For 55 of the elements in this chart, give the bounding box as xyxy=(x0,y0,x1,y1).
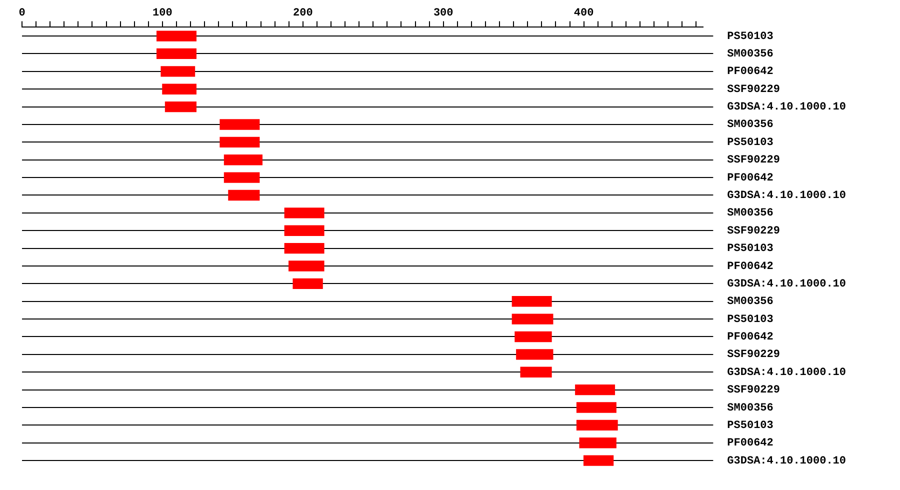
bar xyxy=(228,190,260,201)
bar xyxy=(220,136,260,148)
bar xyxy=(292,278,323,290)
bar xyxy=(160,66,196,77)
y-tick-label: G3DSA:4.10.1000.10 xyxy=(727,455,846,468)
bar xyxy=(162,84,196,94)
y-tick-label: PS50103 xyxy=(727,243,774,256)
bar xyxy=(520,366,552,378)
y-tick-label: PS50103 xyxy=(727,136,774,149)
bar xyxy=(575,384,616,396)
bar xyxy=(224,154,262,166)
y-tick-label: SSF90229 xyxy=(727,384,780,397)
y-tick-label: PS50103 xyxy=(727,314,774,326)
bar xyxy=(579,438,616,448)
x-tick-label: 100 xyxy=(152,7,172,20)
bar xyxy=(514,331,552,342)
bar xyxy=(284,208,324,218)
y-tick-label: G3DSA:4.10.1000.10 xyxy=(727,190,846,202)
bar xyxy=(164,101,196,112)
y-tick-label: SM00356 xyxy=(727,208,774,220)
y-tick-label: SM00356 xyxy=(727,296,774,308)
y-tick-label: G3DSA:4.10.1000.10 xyxy=(727,278,846,290)
bar xyxy=(224,172,260,183)
y-tick-label: SSF90229 xyxy=(727,154,780,167)
bar xyxy=(288,260,324,272)
x-tick-label: 200 xyxy=(292,7,313,20)
y-tick-label: PF00642 xyxy=(727,66,774,78)
y-tick-label: SSF90229 xyxy=(727,349,780,362)
y-tick-label: SSF90229 xyxy=(727,225,780,238)
bar xyxy=(220,119,260,130)
bar xyxy=(156,30,196,42)
y-tick-label: PF00642 xyxy=(727,332,774,344)
y-tick-label: SM00356 xyxy=(727,119,774,132)
bar xyxy=(512,296,552,307)
bar xyxy=(583,455,614,466)
bar xyxy=(512,314,554,324)
bar xyxy=(156,48,196,60)
y-tick-label: PS50103 xyxy=(727,30,774,43)
y-tick-label: SM00356 xyxy=(727,48,774,60)
y-tick-label: PS50103 xyxy=(727,420,774,432)
y-tick-label: G3DSA:4.10.1000.10 xyxy=(727,366,846,379)
bar xyxy=(516,349,554,360)
y-tick-label: SSF90229 xyxy=(727,84,780,96)
y-tick-label: PF00642 xyxy=(727,438,774,450)
bar xyxy=(284,225,324,236)
x-tick-label: 400 xyxy=(574,7,594,20)
y-tick-label: PF00642 xyxy=(727,260,774,273)
x-tick-label: 0 xyxy=(18,7,26,20)
y-tick-label: SM00356 xyxy=(727,402,774,414)
bar xyxy=(576,402,616,413)
x-tick-label: 300 xyxy=(433,7,454,20)
bar xyxy=(284,242,324,254)
bar xyxy=(576,420,618,431)
y-tick-label: G3DSA:4.10.1000.10 xyxy=(727,102,846,114)
y-tick-label: PF00642 xyxy=(727,172,774,184)
